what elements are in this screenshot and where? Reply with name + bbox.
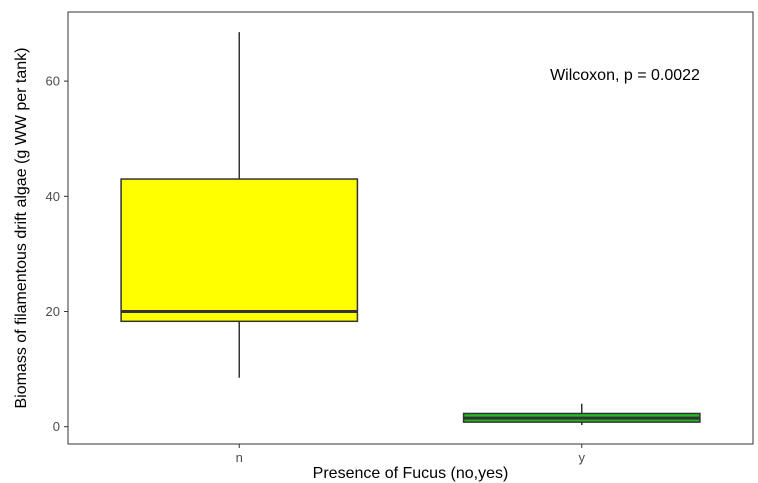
y-tick-label: 60 <box>46 74 60 89</box>
box-n <box>120 32 359 378</box>
y-tick-label: 40 <box>46 189 60 204</box>
y-axis-title: Biomass of filamentous drift algae (g WW… <box>13 47 30 408</box>
y-axis: 0 20 40 60 <box>46 74 68 434</box>
boxes <box>120 32 701 425</box>
x-tick-label: y <box>579 450 586 465</box>
wilcoxon-annotation: Wilcoxon, p = 0.0022 <box>550 67 700 84</box>
y-tick-label: 0 <box>53 419 60 434</box>
box-y <box>462 403 701 425</box>
y-tick-label: 20 <box>46 304 60 319</box>
x-axis-title: Presence of Fucus (no,yes) <box>313 465 509 482</box>
box-iqr <box>120 178 359 323</box>
x-tick-label: n <box>236 450 243 465</box>
